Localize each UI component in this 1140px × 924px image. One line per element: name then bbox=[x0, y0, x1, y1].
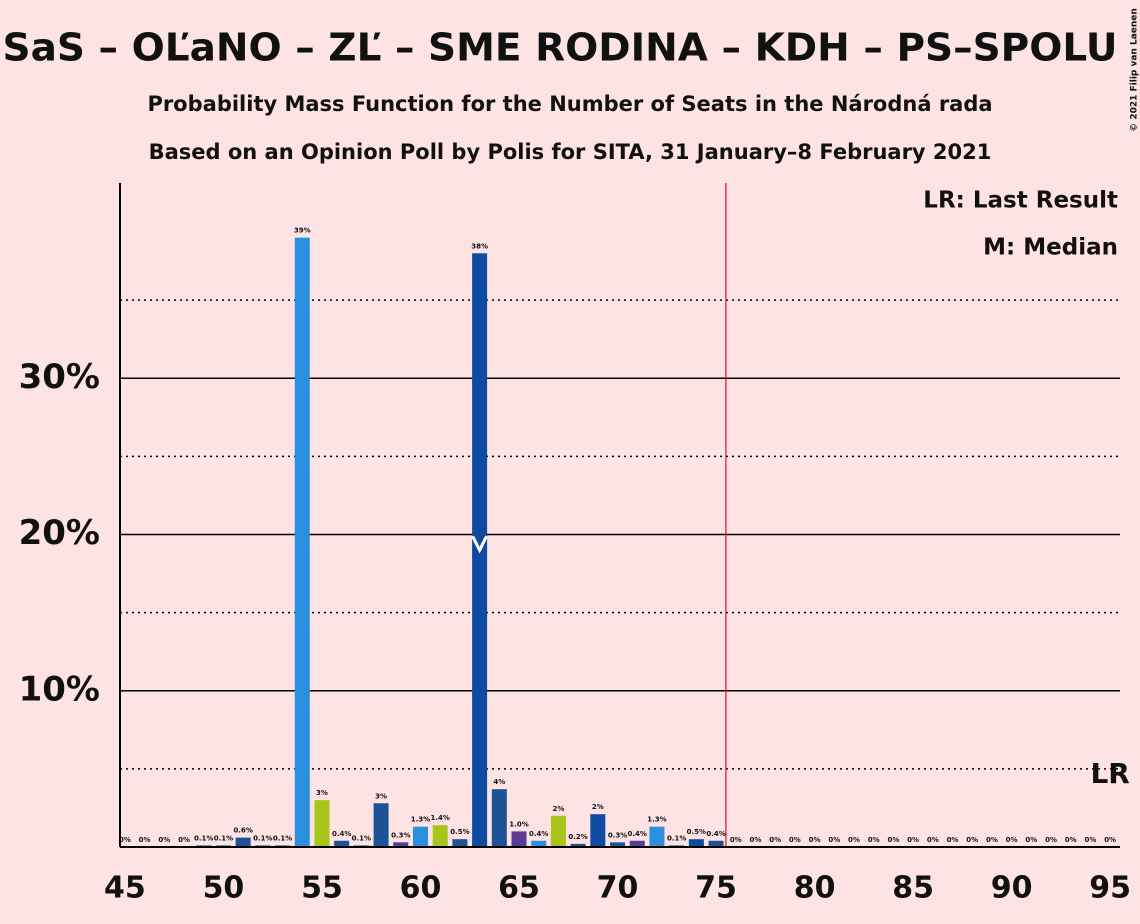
value-label: 0% bbox=[887, 836, 899, 844]
legend-entry: M: Median bbox=[983, 235, 1118, 261]
value-label: 0% bbox=[158, 836, 170, 844]
value-label: 3% bbox=[375, 792, 387, 800]
value-label: 0.5% bbox=[687, 828, 706, 836]
value-label: 0% bbox=[139, 836, 151, 844]
value-label: 0.4% bbox=[529, 830, 548, 838]
x-tick-label: 70 bbox=[597, 871, 639, 906]
value-label: 0.1% bbox=[352, 834, 371, 842]
y-tick-label: 10% bbox=[19, 669, 100, 709]
median-marker bbox=[471, 535, 488, 554]
bar bbox=[688, 839, 704, 847]
bar bbox=[708, 840, 724, 847]
value-label: 0.1% bbox=[253, 834, 272, 842]
bar bbox=[334, 840, 350, 847]
value-label: 0% bbox=[907, 836, 919, 844]
value-label: 3% bbox=[316, 789, 328, 797]
bar bbox=[590, 814, 606, 847]
x-tick-label: 95 bbox=[1089, 871, 1131, 906]
value-label: 0% bbox=[848, 836, 860, 844]
copyright: © 2021 Filip van Laenen bbox=[1130, 8, 1140, 132]
value-label: 0% bbox=[927, 836, 939, 844]
value-label: 39% bbox=[294, 227, 311, 235]
value-label: 0% bbox=[947, 836, 959, 844]
value-label: 2% bbox=[592, 803, 604, 811]
value-label: 0.3% bbox=[391, 831, 410, 839]
value-label: 0% bbox=[178, 836, 190, 844]
bar bbox=[235, 837, 251, 847]
value-label: 0.1% bbox=[194, 834, 213, 842]
bar bbox=[649, 826, 665, 847]
value-label: 1.0% bbox=[509, 820, 528, 828]
value-label: 0% bbox=[119, 836, 131, 844]
value-label: 0% bbox=[809, 836, 821, 844]
chart-title: SaS – OĽaNO – ZĽ – SME RODINA – KDH – PS… bbox=[3, 26, 1118, 70]
chart-subtitle: Probability Mass Function for the Number… bbox=[147, 92, 992, 116]
value-label: 0.1% bbox=[273, 834, 292, 842]
value-label: 2% bbox=[552, 805, 564, 813]
x-tick-label: 80 bbox=[794, 871, 836, 906]
value-label: 0.4% bbox=[628, 830, 647, 838]
bar bbox=[432, 825, 448, 847]
bar bbox=[570, 843, 586, 847]
bar bbox=[610, 842, 626, 847]
value-label: 4% bbox=[493, 778, 505, 786]
value-label: 0% bbox=[769, 836, 781, 844]
bar bbox=[452, 839, 468, 847]
value-label: 0% bbox=[828, 836, 840, 844]
value-label: 0.1% bbox=[667, 834, 686, 842]
legend-entry: LR: Last Result bbox=[923, 188, 1118, 214]
last-result-label: LR bbox=[1090, 757, 1129, 790]
value-label: 0% bbox=[789, 836, 801, 844]
value-label: 1.4% bbox=[430, 814, 449, 822]
value-label: 0.2% bbox=[568, 833, 587, 841]
value-label: 0.5% bbox=[450, 828, 469, 836]
value-label: 0% bbox=[1045, 836, 1057, 844]
value-label: 1.3% bbox=[411, 816, 430, 824]
bar bbox=[629, 840, 645, 847]
x-tick-label: 75 bbox=[695, 871, 737, 906]
value-label: 0% bbox=[1104, 836, 1116, 844]
x-tick-label: 50 bbox=[203, 871, 245, 906]
bar bbox=[511, 831, 527, 847]
bar bbox=[373, 803, 389, 847]
value-label: 0.6% bbox=[233, 827, 252, 835]
bar bbox=[491, 789, 507, 847]
x-tick-label: 90 bbox=[991, 871, 1033, 906]
value-label: 0.4% bbox=[706, 830, 725, 838]
value-label: 0% bbox=[1025, 836, 1037, 844]
value-label: 0% bbox=[1006, 836, 1018, 844]
value-label: 0% bbox=[1065, 836, 1077, 844]
value-label: 0% bbox=[966, 836, 978, 844]
value-label: 0.1% bbox=[214, 834, 233, 842]
bar bbox=[294, 237, 310, 847]
x-tick-label: 55 bbox=[301, 871, 343, 906]
x-tick-label: 45 bbox=[104, 871, 146, 906]
value-label: 0% bbox=[986, 836, 998, 844]
value-label: 0% bbox=[730, 836, 742, 844]
value-label: 1.3% bbox=[647, 816, 666, 824]
x-tick-label: 60 bbox=[400, 871, 442, 906]
bar bbox=[393, 842, 409, 847]
x-tick-label: 65 bbox=[498, 871, 540, 906]
bar bbox=[412, 826, 428, 847]
bar bbox=[531, 840, 547, 847]
y-tick-label: 20% bbox=[19, 513, 100, 553]
value-label: 0% bbox=[1084, 836, 1096, 844]
value-label: 0% bbox=[868, 836, 880, 844]
bar bbox=[550, 815, 566, 847]
value-label: 0% bbox=[750, 836, 762, 844]
x-tick-label: 85 bbox=[892, 871, 934, 906]
value-label: 0.3% bbox=[608, 831, 627, 839]
bar bbox=[314, 800, 330, 847]
y-tick-label: 30% bbox=[19, 357, 100, 397]
value-label: 38% bbox=[471, 242, 488, 250]
value-label: 0.4% bbox=[332, 830, 351, 838]
chart-subtitle: Based on an Opinion Poll by Polis for SI… bbox=[149, 140, 992, 164]
